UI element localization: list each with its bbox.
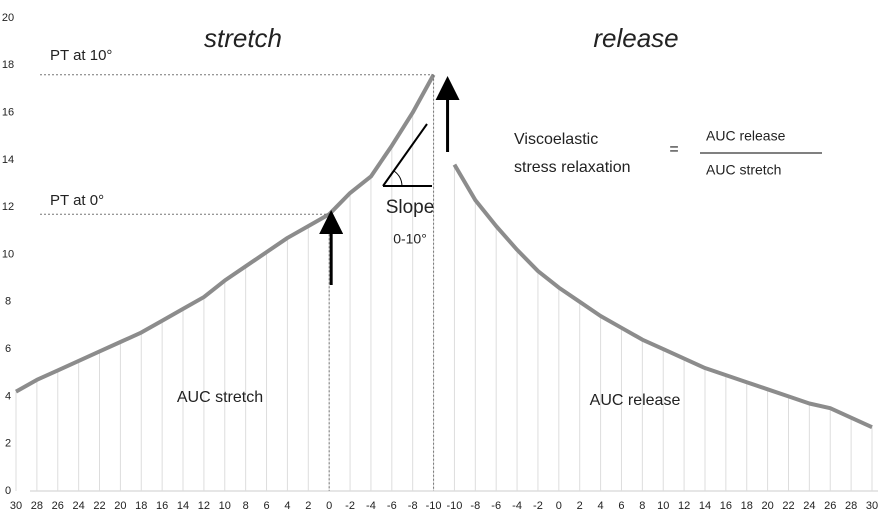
x-tick-label: 10 xyxy=(657,500,669,512)
annotation: AUC stretch xyxy=(706,162,781,178)
x-tick-label: 14 xyxy=(177,500,189,512)
x-tick-label: 12 xyxy=(678,500,690,512)
y-tick-label: 20 xyxy=(2,12,14,24)
x-tick-label: 4 xyxy=(598,500,604,512)
x-tick-label: 22 xyxy=(93,500,105,512)
y-tick-label: 12 xyxy=(2,201,14,213)
x-tick-label: 26 xyxy=(824,500,836,512)
y-tick-label: 2 xyxy=(5,438,11,450)
y-tick-label: 4 xyxy=(5,390,11,402)
y-tick-label: 6 xyxy=(5,343,11,355)
y-tick-label: 8 xyxy=(5,296,11,308)
data-line xyxy=(15,73,436,394)
annotation: Viscoelastic xyxy=(514,131,598,148)
x-tick-label: 18 xyxy=(135,500,147,512)
x-tick-label: 0 xyxy=(556,500,562,512)
x-tick-label: 14 xyxy=(699,500,711,512)
x-tick-label: 16 xyxy=(720,500,732,512)
x-tick-label: 30 xyxy=(10,500,22,512)
x-tick-label: -2 xyxy=(345,500,355,512)
x-tick-label: -8 xyxy=(408,500,418,512)
x-tick-label: 20 xyxy=(761,500,773,512)
x-tick-label: -4 xyxy=(512,500,522,512)
annotation: stress relaxation xyxy=(514,159,631,176)
x-tick-label: 20 xyxy=(114,500,126,512)
x-tick-label: 30 xyxy=(866,500,878,512)
x-tick-label: 16 xyxy=(156,500,168,512)
x-tick-label: 26 xyxy=(52,500,64,512)
slope-arc xyxy=(393,170,403,187)
annotation: PT at 10° xyxy=(50,47,112,64)
annotation: = xyxy=(669,141,678,158)
annotation: AUC release xyxy=(706,128,786,144)
annotation: Slope xyxy=(386,197,435,218)
x-tick-label: 22 xyxy=(782,500,794,512)
series-label: release xyxy=(593,23,678,53)
x-tick-label: -4 xyxy=(366,500,376,512)
x-tick-label: -8 xyxy=(470,500,480,512)
x-tick-label: 4 xyxy=(284,500,290,512)
x-tick-label: 24 xyxy=(803,500,815,512)
data-line xyxy=(452,163,873,429)
x-tick-label: -10 xyxy=(426,500,442,512)
x-tick-label: -6 xyxy=(491,500,501,512)
y-tick-label: 18 xyxy=(2,59,14,71)
x-tick-label: 12 xyxy=(198,500,210,512)
x-tick-label: 24 xyxy=(73,500,85,512)
x-tick-label: 2 xyxy=(577,500,583,512)
x-tick-label: 2 xyxy=(305,500,311,512)
y-tick-label: 16 xyxy=(2,107,14,119)
x-tick-label: 8 xyxy=(243,500,249,512)
x-tick-label: 10 xyxy=(219,500,231,512)
x-tick-label: 8 xyxy=(639,500,645,512)
x-tick-label: 18 xyxy=(741,500,753,512)
series-label: stretch xyxy=(204,23,282,53)
annotation: AUC stretch xyxy=(177,389,263,406)
annotation: 0-10° xyxy=(393,231,427,247)
annotation: AUC release xyxy=(590,392,681,409)
x-tick-label: 6 xyxy=(263,500,269,512)
y-tick-label: 10 xyxy=(2,248,14,260)
x-tick-label: -10 xyxy=(446,500,462,512)
x-tick-label: 6 xyxy=(618,500,624,512)
x-tick-label: 28 xyxy=(845,500,857,512)
x-tick-label: 28 xyxy=(31,500,43,512)
x-tick-label: -6 xyxy=(387,500,397,512)
annotation: PT at 0° xyxy=(50,192,104,209)
y-tick-label: 14 xyxy=(2,154,14,166)
x-tick-label: 0 xyxy=(326,500,332,512)
y-tick-label: 0 xyxy=(5,485,11,497)
slope-line xyxy=(382,123,428,187)
x-tick-label: -2 xyxy=(533,500,543,512)
